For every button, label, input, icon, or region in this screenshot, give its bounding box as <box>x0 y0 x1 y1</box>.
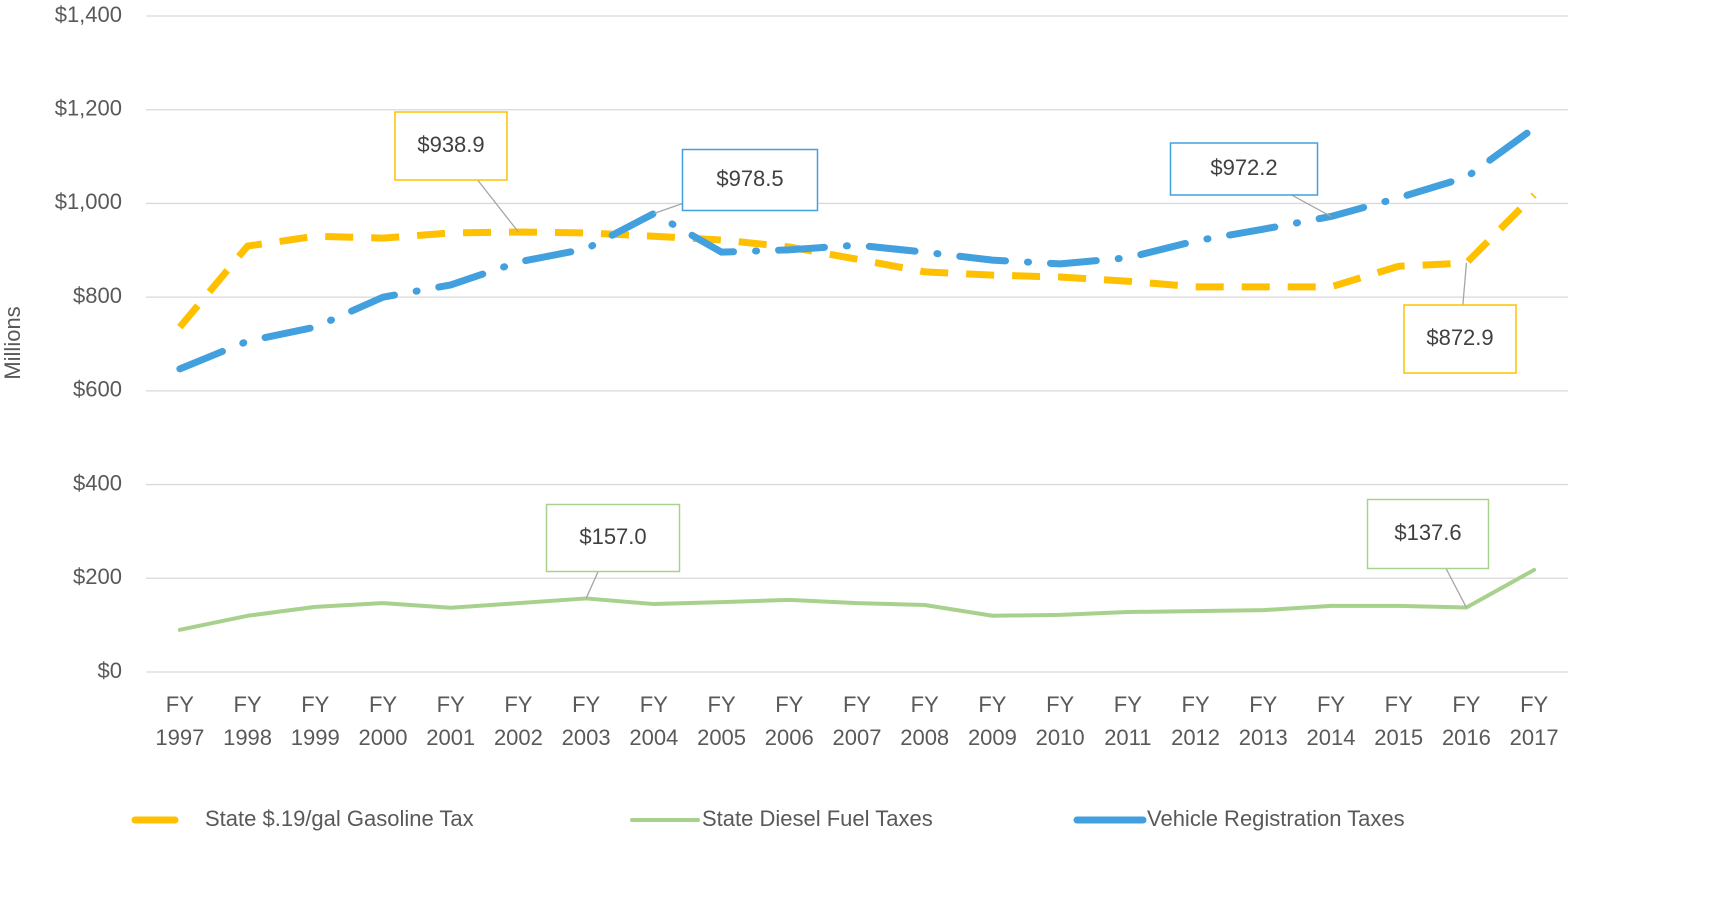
data-label: $137.6 <box>1394 520 1461 545</box>
x-tick-label: FY 2009 <box>967 692 1017 750</box>
x-tick-label: FY 1999 <box>290 692 340 750</box>
x-tick-label: FY 2007 <box>832 692 882 750</box>
x-tick-label: FY 1997 <box>155 692 205 750</box>
x-tick-label: FY 2012 <box>1171 692 1221 750</box>
series-line <box>177 192 1537 330</box>
y-tick-label: $800 <box>73 283 122 308</box>
label-box <box>681 148 819 212</box>
y-tick-label: $1,000 <box>55 189 122 214</box>
x-tick-label: FY 1998 <box>223 692 273 750</box>
x-tick-label: FY 2003 <box>561 692 611 750</box>
x-tick-label: FY 2006 <box>764 692 814 750</box>
y-axis-label: Millions <box>0 306 25 379</box>
y-tick-label: $600 <box>73 377 122 402</box>
data-label: $978.5 <box>716 166 783 191</box>
x-tick-label: FY 2014 <box>1306 692 1356 750</box>
x-tick-label: FY 2001 <box>426 692 476 750</box>
x-tick-label: FY 2011 <box>1104 692 1152 750</box>
y-tick-label: $1,400 <box>55 2 122 27</box>
label-box <box>1169 142 1319 196</box>
series-line <box>177 567 1537 632</box>
label-box <box>1366 498 1490 570</box>
label-box <box>394 111 508 181</box>
x-tick-label: FY 2002 <box>493 692 543 750</box>
x-tick-label: FY 2015 <box>1374 692 1424 750</box>
legend-label: State $.19/gal Gasoline Tax <box>205 806 474 831</box>
y-tick-label: $200 <box>73 564 122 589</box>
x-tick-label: FY 2008 <box>900 692 950 750</box>
legend-label: State Diesel Fuel Taxes <box>702 806 933 831</box>
x-tick-label: FY 2000 <box>358 692 408 750</box>
x-tick-label: FY 2010 <box>1035 692 1085 750</box>
legend-label: Vehicle Registration Taxes <box>1147 806 1405 831</box>
y-tick-label: $1,200 <box>55 96 122 121</box>
label-box <box>545 503 681 573</box>
data-label: $872.9 <box>1426 325 1493 350</box>
series-line <box>176 124 1538 373</box>
label-box <box>1403 304 1517 374</box>
x-tick-label: FY 2017 <box>1509 692 1559 750</box>
data-label: $157.0 <box>579 524 646 549</box>
x-tick-label: FY 2016 <box>1441 692 1491 750</box>
x-tick-label: FY 2005 <box>697 692 747 750</box>
x-tick-label: FY 2013 <box>1238 692 1288 750</box>
x-tick-label: FY 2004 <box>629 692 679 750</box>
y-tick-label: $0 <box>98 658 122 683</box>
data-label: $938.9 <box>417 132 484 157</box>
data-label: $972.2 <box>1210 155 1277 180</box>
y-tick-label: $400 <box>73 470 122 495</box>
